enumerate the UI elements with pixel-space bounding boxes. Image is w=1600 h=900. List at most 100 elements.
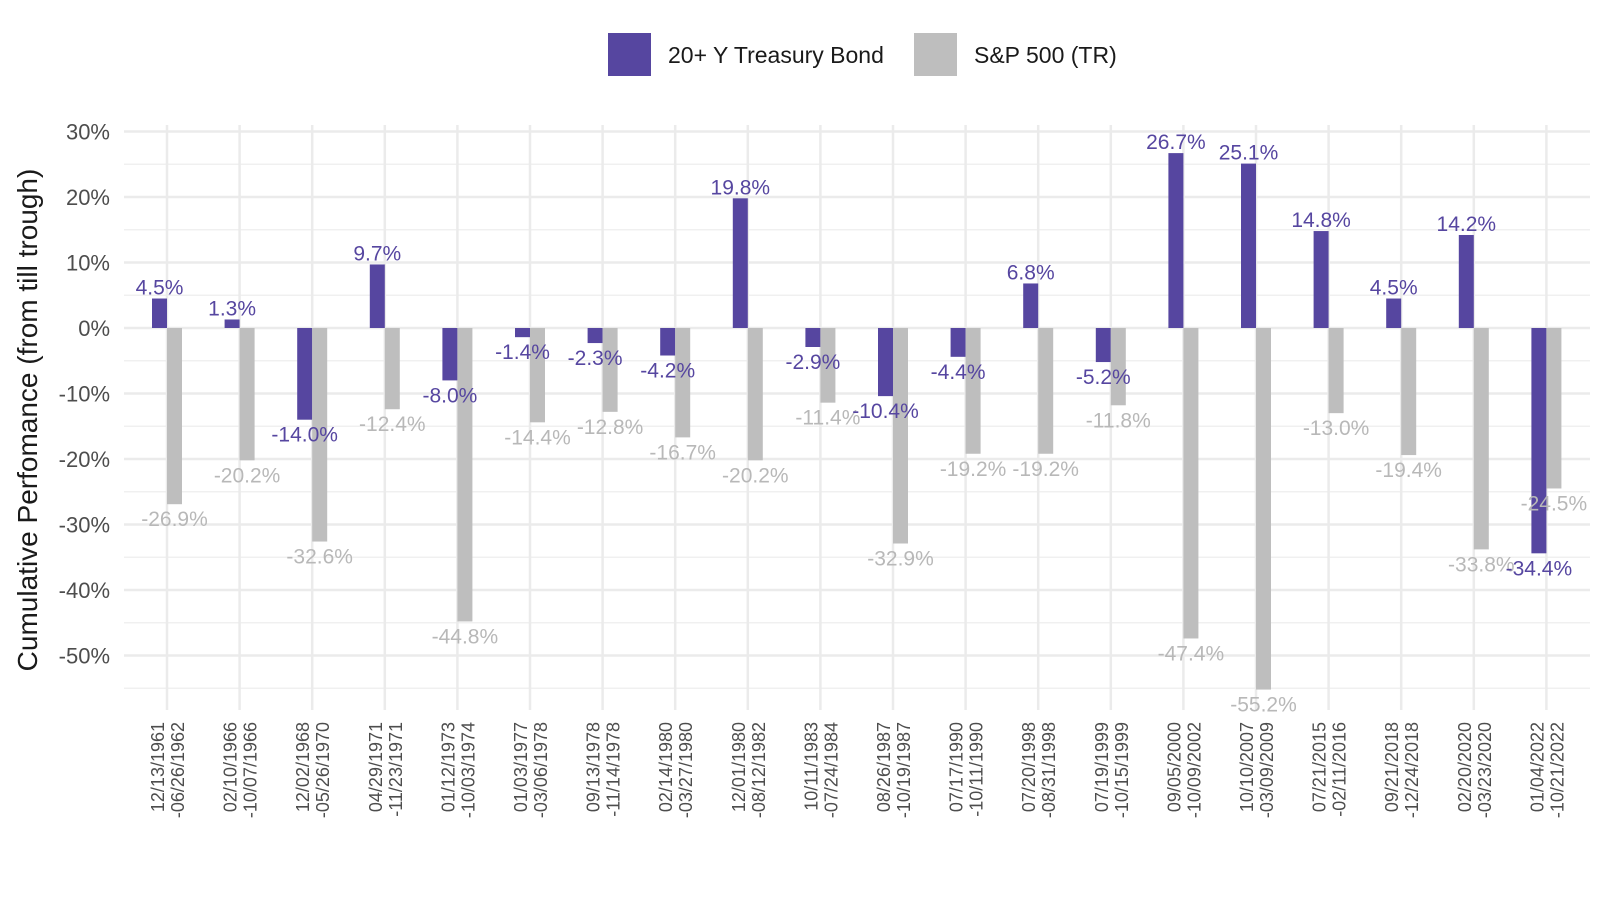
data-label-treasury-bond: 19.8%: [711, 176, 771, 199]
x-tick-end-date: -12/24/2018: [1402, 722, 1422, 818]
bar-treasury-bond: [1386, 298, 1402, 328]
bar-treasury-bond: [369, 264, 385, 328]
data-label-treasury-bond: 26.7%: [1146, 131, 1206, 154]
bar-treasury-bond: [950, 328, 966, 357]
x-tick-start-date: 09/21/2018: [1382, 722, 1402, 812]
legend: 20+ Y Treasury Bond S&P 500 (TR): [608, 33, 1117, 76]
data-label-treasury-bond: 25.1%: [1219, 142, 1279, 165]
x-tick-start-date: 07/19/1999: [1092, 722, 1112, 812]
x-tick-end-date: -03/09/2009: [1257, 722, 1277, 818]
bar-sp500: [820, 328, 836, 403]
y-tick-label: 20%: [66, 185, 110, 210]
bar-treasury-bond: [805, 328, 821, 347]
data-label-treasury-bond: -2.3%: [568, 347, 623, 370]
legend-swatch-sp500: [914, 33, 957, 76]
data-label-sp500: -47.4%: [1158, 642, 1225, 665]
data-label-treasury-bond: 1.3%: [208, 297, 256, 320]
legend-label-sp500: S&P 500 (TR): [974, 42, 1117, 68]
bar-sp500: [1256, 328, 1271, 690]
x-tick-label: 10/11/1983 -07/24/1984: [801, 722, 841, 818]
data-label-sp500: -12.8%: [577, 416, 644, 439]
x-tick-end-date: -08/12/1982: [749, 722, 769, 818]
data-label-treasury-bond: -8.0%: [422, 384, 477, 407]
bar-treasury-bond: [1458, 234, 1474, 328]
data-label-treasury-bond: 9.7%: [353, 242, 401, 265]
x-tick-start-date: 10/11/1983: [801, 722, 821, 811]
x-tick-end-date: -06/26/1962: [168, 722, 188, 818]
data-label-sp500: -12.4%: [359, 413, 426, 436]
x-tick-end-date: -03/23/2020: [1475, 722, 1495, 818]
bar-sp500: [893, 328, 908, 544]
y-tick-label: -20%: [59, 447, 110, 472]
minor-gridlines: [124, 163, 1590, 689]
y-axis-label: Cumulative Perfomance (from till trough): [12, 169, 43, 672]
data-label-treasury-bond: 4.5%: [1370, 277, 1418, 300]
data-label-sp500: -16.7%: [649, 441, 716, 464]
x-tick-start-date: 09/05/2000: [1164, 722, 1184, 812]
bar-treasury-bond: [152, 298, 167, 328]
bar-sp500: [239, 328, 255, 461]
x-tick-end-date: -11/23/1971: [386, 722, 406, 817]
x-tick-label: 09/21/2018 -12/24/2018: [1382, 722, 1422, 818]
bar-sp500: [1038, 328, 1054, 454]
x-tick-label: 02/10/1966 -10/07/1966: [221, 722, 261, 818]
x-tick-start-date: 01/03/1977: [511, 722, 531, 812]
x-tick-start-date: 02/14/1980: [656, 722, 676, 812]
x-tick-label: 02/14/1980 -03/27/1980: [656, 722, 696, 818]
x-tick-label: 07/19/1999 -10/15/1999: [1092, 722, 1132, 818]
x-tick-start-date: 08/26/1987: [874, 722, 894, 812]
data-label-sp500: -33.8%: [1448, 553, 1515, 576]
x-tick-end-date: -07/24/1984: [821, 722, 841, 818]
x-tick-end-date: -10/11/1990: [967, 722, 987, 817]
data-label-sp500: -20.2%: [214, 464, 281, 487]
data-label-sp500: -44.8%: [432, 625, 499, 648]
data-label-treasury-bond: 4.5%: [136, 277, 184, 300]
x-tick-label: 09/13/1978 -11/14/1978: [584, 722, 624, 817]
bar-sp500: [530, 328, 545, 423]
data-label-sp500: -19.4%: [1375, 459, 1442, 482]
bar-treasury-bond: [878, 328, 893, 397]
y-tick-label: -50%: [59, 644, 110, 669]
x-tick-end-date: -10/07/1966: [241, 722, 261, 818]
data-label-treasury-bond: 14.2%: [1437, 213, 1497, 236]
x-tick-label: 01/12/1973 -10/03/1974: [438, 722, 478, 818]
x-tick-label: 01/04/2022 -10/21/2022: [1527, 722, 1567, 818]
y-tick-label: 30%: [66, 120, 110, 145]
data-label-treasury-bond: -2.9%: [785, 351, 840, 374]
data-label-sp500: -26.9%: [141, 508, 208, 531]
data-label-treasury-bond: -14.0%: [271, 424, 338, 447]
bar-sp500: [747, 328, 763, 461]
x-tick-label: 07/20/1998 -08/31/1998: [1019, 722, 1059, 818]
bar-treasury-bond: [1241, 163, 1256, 328]
bar-sp500: [1183, 328, 1199, 639]
bar-sp500: [457, 328, 473, 622]
y-tick-label: -40%: [59, 578, 110, 603]
bar-treasury-bond: [224, 319, 240, 328]
x-tick-end-date: -08/31/1998: [1039, 722, 1059, 818]
x-tick-label: 02/20/2020 -03/23/2020: [1455, 722, 1495, 818]
bar-treasury-bond: [442, 328, 458, 381]
data-label-treasury-bond: 6.8%: [1007, 261, 1055, 284]
data-label-sp500: -32.6%: [286, 546, 353, 569]
y-tick-label: -30%: [59, 513, 110, 538]
x-tick-label: 12/13/1961 -06/26/1962: [148, 722, 188, 818]
data-label-treasury-bond: -4.2%: [640, 360, 695, 383]
data-label-sp500: -19.2%: [940, 458, 1007, 481]
x-tick-label: 04/29/1971 -11/23/1971: [366, 722, 406, 817]
x-tick-start-date: 10/10/2007: [1237, 722, 1257, 812]
y-tick-label: 0%: [78, 316, 110, 341]
data-label-treasury-bond: -10.4%: [852, 400, 919, 423]
data-label-sp500: -11.8%: [1086, 409, 1151, 432]
x-tick-end-date: -05/26/1970: [313, 722, 333, 818]
x-tick-label: 09/05/2000 -10/09/2002: [1164, 722, 1204, 818]
y-tick-label: -10%: [59, 382, 110, 407]
x-tick-start-date: 01/04/2022: [1527, 722, 1547, 812]
data-label-treasury-bond: -5.2%: [1076, 366, 1131, 389]
x-tick-end-date: -10/21/2022: [1547, 722, 1567, 818]
x-tick-start-date: 04/29/1971: [366, 722, 386, 812]
x-tick-end-date: -03/27/1980: [676, 722, 696, 818]
x-tick-label: 12/01/1980 -08/12/1982: [729, 722, 769, 818]
bar-sp500: [1110, 328, 1126, 406]
bar-sp500: [1473, 328, 1489, 550]
